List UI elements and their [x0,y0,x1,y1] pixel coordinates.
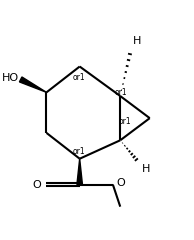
Text: or1: or1 [72,73,85,82]
Polygon shape [19,77,47,92]
Text: O: O [32,180,41,190]
Text: or1: or1 [118,117,131,126]
Text: O: O [117,178,125,188]
Polygon shape [77,159,82,185]
Text: H: H [133,36,142,46]
Text: or1: or1 [72,147,85,156]
Text: HO: HO [2,72,19,83]
Text: or1: or1 [115,88,127,97]
Text: H: H [142,164,151,174]
